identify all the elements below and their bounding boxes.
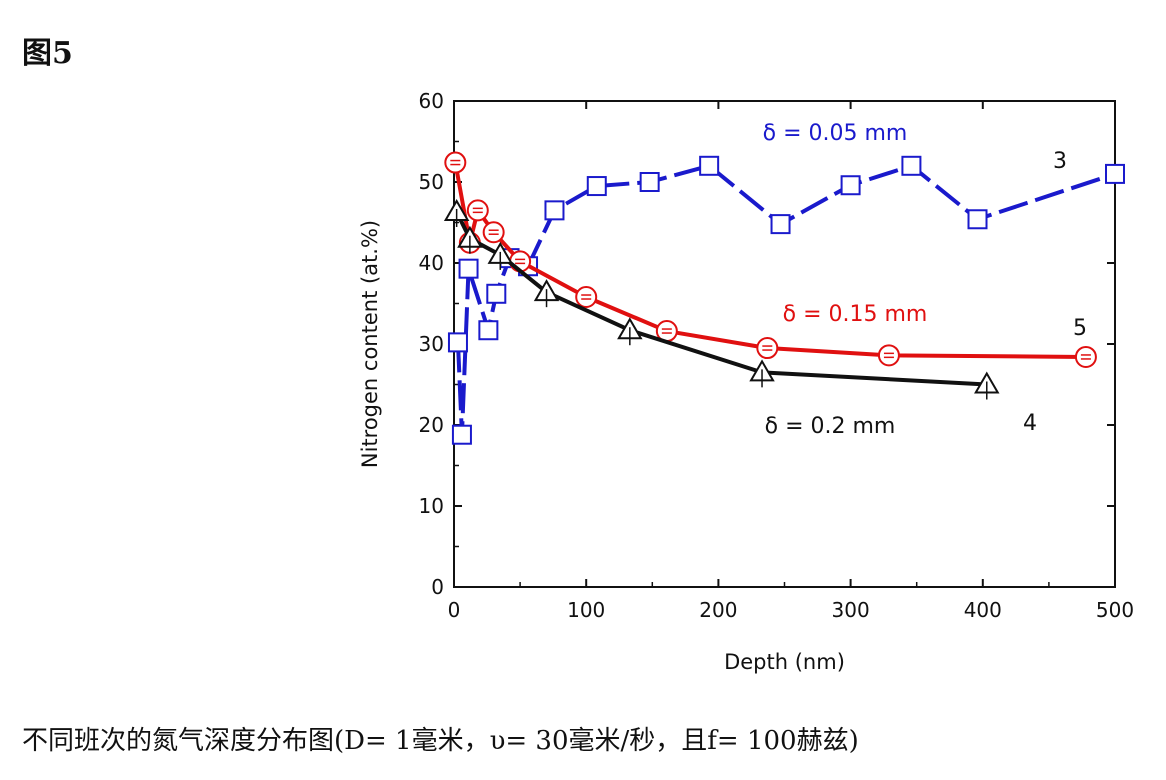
y-tick-label: 20 [419,413,444,437]
data-point-circle [466,199,489,222]
series-name-label: δ = 0.2 mm [765,414,896,439]
data-point-square [901,155,922,176]
y-tick-label: 40 [419,251,444,275]
series-number-label: 3 [1053,149,1067,174]
x-tick-label: 300 [832,598,870,622]
y-tick-label: 30 [419,332,444,356]
y-tick-label: 10 [419,494,444,518]
series-number-label: 4 [1023,411,1037,436]
x-tick-label: 400 [964,598,1002,622]
data-point-circle [1074,345,1097,368]
x-tick-label: 500 [1096,598,1134,622]
data-point-square [699,155,720,176]
plot-frame [453,100,1116,588]
data-point-square [478,320,499,341]
data-point-square [451,424,472,445]
data-point-square [447,332,468,353]
data-point-circle [877,344,900,367]
series-line-2 [453,162,1086,359]
data-point-square [486,283,507,304]
x-axis-label: Depth (nm) [724,650,845,674]
series-name-label: δ = 0.15 mm [783,302,928,327]
figure-title: 图5 [22,36,73,71]
series-line-1 [455,163,1116,437]
data-point-square [770,214,791,235]
y-tick-label: 50 [419,170,444,194]
data-point-square [544,200,565,221]
data-point-circle [482,221,505,244]
series-number-label: 5 [1073,316,1087,341]
x-tick-label: 100 [567,598,605,622]
data-point-circle [444,151,467,174]
y-axis-label: Nitrogen content (at.%) [358,220,382,468]
data-point-square [458,258,479,279]
data-point-square [1105,163,1125,184]
x-tick-label: 0 [448,598,461,622]
data-point-circle [575,286,598,309]
data-point-square [840,175,861,196]
series-name-label: δ = 0.05 mm [763,121,908,146]
x-tick-label: 200 [699,598,737,622]
figure-caption: 不同班次的氮气深度分布图(D= 1毫米，υ= 30毫米/秒，且f= 100赫兹) [22,726,859,756]
data-point-square [586,176,607,197]
data-point-circle [756,337,779,360]
data-point-square [639,172,660,192]
y-tick-label: 0 [431,575,444,599]
y-tick-label: 60 [419,89,444,113]
data-point-square [967,209,988,230]
